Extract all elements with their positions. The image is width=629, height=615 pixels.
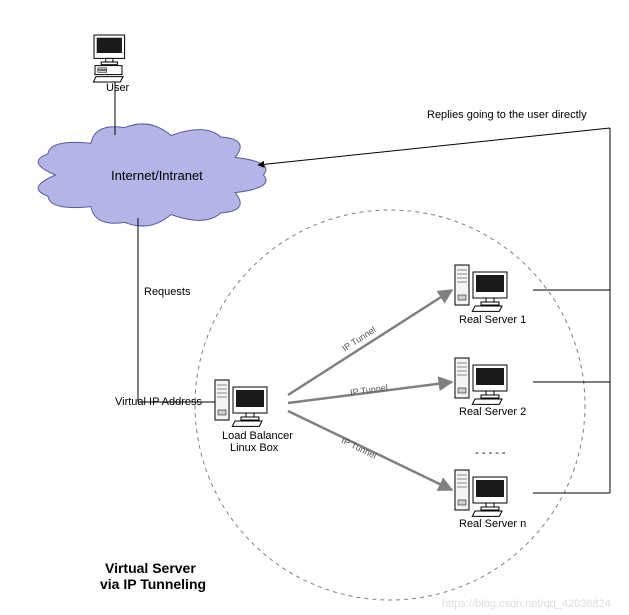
ellipsis-label: - - - - - [475,447,506,459]
rs2-label: Real Server 2 [459,406,526,418]
real-server-n-icon [455,470,507,516]
virtual-ip-label: Virtual IP Address [115,396,202,408]
edge-lb-to-rs1 [288,290,452,395]
title-line2: via IP Tunneling [100,576,206,592]
svg-layer [0,0,629,615]
replies-label: Replies going to the user directly [427,109,587,121]
user-pc-icon [93,35,124,82]
real-server-1-icon [455,265,507,311]
rs1-label: Real Server 1 [459,314,526,326]
cloud-label: Internet/Intranet [111,168,203,183]
user-label: User [106,82,129,94]
load-balancer-icon [215,380,267,426]
watermark: https://blog.csdn.net/qq_42036824 [442,598,611,610]
rsn-label: Real Server n [459,518,526,530]
diagram-stage: User Internet/Intranet Requests Virtual … [0,0,629,615]
requests-label: Requests [144,286,190,298]
lb-label-2: Linux Box [230,442,278,454]
real-server-2-icon [455,358,507,404]
lb-label-1: Load Balancer [222,430,293,442]
title-line1: Virtual Server [105,560,196,576]
edge-bus-to-cloud [258,128,610,165]
